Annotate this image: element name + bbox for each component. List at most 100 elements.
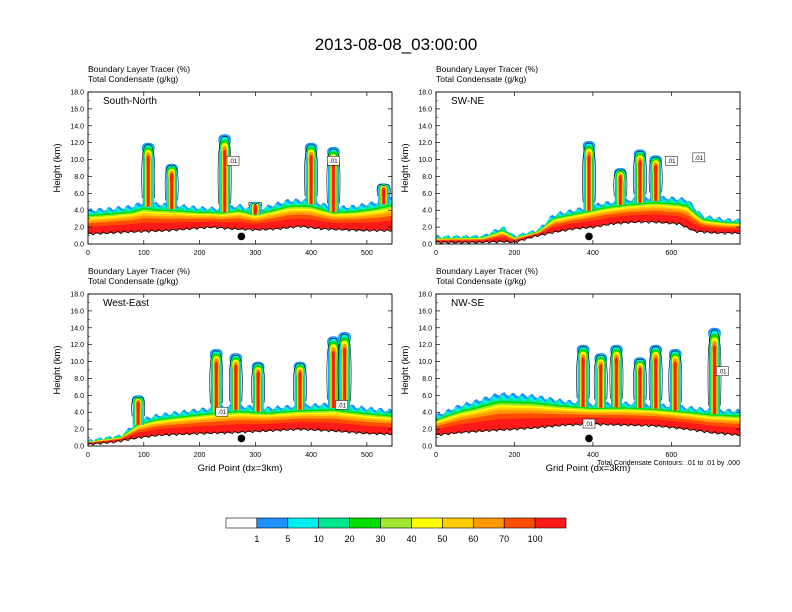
y-tick-label: 6.0 (74, 191, 84, 198)
x-tick-label: 500 (361, 452, 373, 459)
colorbar-swatch (256, 517, 289, 529)
y-tick-label: 6.0 (422, 393, 432, 400)
condensate-contour (209, 350, 224, 404)
colorbar-swatch (534, 517, 567, 529)
convective-plume (337, 332, 352, 410)
y-tick-label: 2.0 (422, 427, 432, 434)
panel-header-line: Total Condensate (g/kg) (436, 74, 526, 84)
x-tick-label: 0 (86, 250, 90, 257)
y-tick-label: 14.0 (70, 123, 84, 130)
panel-label: South-North (103, 96, 157, 107)
y-tick-label: 12.0 (70, 140, 84, 147)
x-tick-label: 500 (361, 250, 373, 257)
convective-plume (131, 395, 146, 425)
svg-text:.01: .01 (229, 159, 238, 165)
y-axis-title: Height (km) (400, 345, 411, 394)
condensate-contour (648, 157, 663, 193)
contour-tag: .01 (582, 418, 596, 429)
condensate-contour (707, 329, 722, 406)
condensate-contour (131, 396, 146, 417)
y-tick-label: 8.0 (422, 174, 432, 181)
condensate-contour (376, 184, 391, 196)
y-axis-title: Height (km) (52, 143, 63, 192)
colorbar-swatch (287, 517, 320, 529)
convective-plume (209, 348, 224, 412)
colorbar-label: 70 (499, 534, 509, 544)
convective-plume (376, 183, 391, 205)
condensate-contour (304, 144, 318, 196)
x-tick-label: 400 (305, 250, 317, 257)
contour-note: Total Condensate Contours: .01 to .01 by… (597, 460, 740, 467)
contour-tag: .01 (327, 155, 340, 166)
condensate-contour (648, 346, 663, 401)
colorbar-swatch (472, 517, 505, 529)
y-tick-label: 16.0 (70, 106, 84, 113)
svg-text:.01: .01 (695, 156, 704, 162)
y-tick-label: 0.0 (74, 242, 84, 249)
x-tick-label: 400 (587, 250, 599, 257)
convective-plume (613, 168, 628, 205)
tracer-band (436, 417, 740, 435)
convective-plume (251, 361, 265, 412)
figure-title: 2013-08-08_03:00:00 (315, 35, 478, 54)
svg-text:.01: .01 (718, 370, 727, 376)
y-tick-label: 8.0 (74, 376, 84, 383)
panel-nw-se: Boundary Layer Tracer (%)Total Condensat… (400, 266, 741, 474)
convective-plume (609, 344, 624, 408)
condensate-contour (251, 363, 265, 404)
colorbar-swatch (225, 517, 258, 529)
y-axis-title: Height (km) (52, 345, 63, 394)
x-axis-title: Grid Point (dx=3km) (198, 463, 283, 474)
colorbar-label: 1 (254, 534, 259, 544)
tracer-band (88, 422, 392, 445)
panel-header-line: Total Condensate (g/kg) (88, 276, 178, 286)
panel-label: SW-NE (451, 96, 484, 107)
panel-label: NW-SE (451, 298, 484, 309)
tracer-band (436, 214, 740, 243)
y-tick-label: 6.0 (422, 191, 432, 198)
condensate-contour (248, 201, 263, 207)
y-tick-label: 2.0 (74, 427, 84, 434)
contour-tag: .01 (215, 406, 229, 417)
plot-area: .01 .01 (436, 327, 740, 437)
colorbar-label: 40 (406, 534, 416, 544)
panel-header-line: Total Condensate (g/kg) (88, 74, 178, 84)
panel-header-line: Boundary Layer Tracer (%) (88, 266, 190, 276)
y-tick-label: 10.0 (418, 157, 432, 164)
convective-plume (164, 163, 179, 209)
plot-area: .01 .01 (88, 134, 392, 236)
colorbar-swatch (318, 517, 350, 529)
convective-plume (228, 353, 243, 410)
colorbar-swatch (349, 517, 381, 529)
y-tick-label: 2.0 (74, 225, 84, 232)
x-tick-label: 100 (138, 452, 150, 459)
colorbar-label: 50 (437, 534, 447, 544)
cross-section-marker (585, 232, 593, 241)
convective-plume (648, 155, 663, 201)
svg-text:.01: .01 (585, 422, 594, 428)
panel-west-east: Boundary Layer Tracer (%)Total Condensat… (52, 266, 393, 474)
x-tick-label: 300 (249, 250, 261, 257)
convective-plume (633, 149, 647, 203)
cross-section-marker (237, 232, 246, 241)
convective-plume (576, 344, 590, 407)
condensate-contour (576, 346, 590, 399)
contour-tag: .01 (692, 152, 706, 163)
panel-sw-ne: Boundary Layer Tracer (%)Total Condensat… (400, 64, 741, 257)
y-tick-label: 4.0 (74, 208, 84, 215)
y-axis-title: Height (km) (400, 143, 411, 192)
panel-header-line: Boundary Layer Tracer (%) (88, 64, 190, 74)
contour-tag: .01 (226, 155, 240, 166)
svg-text:.01: .01 (218, 410, 227, 416)
x-tick-label: 200 (509, 250, 521, 257)
condensate-contour (633, 359, 647, 400)
condensate-contour (613, 169, 628, 197)
y-tick-label: 18.0 (70, 292, 84, 299)
y-tick-label: 18.0 (70, 90, 84, 97)
y-tick-label: 4.0 (74, 410, 84, 417)
y-tick-label: 6.0 (74, 393, 84, 400)
svg-text:.01: .01 (329, 159, 338, 165)
plot-area: .01 .01 (88, 332, 392, 446)
condensate-contour (326, 148, 341, 204)
